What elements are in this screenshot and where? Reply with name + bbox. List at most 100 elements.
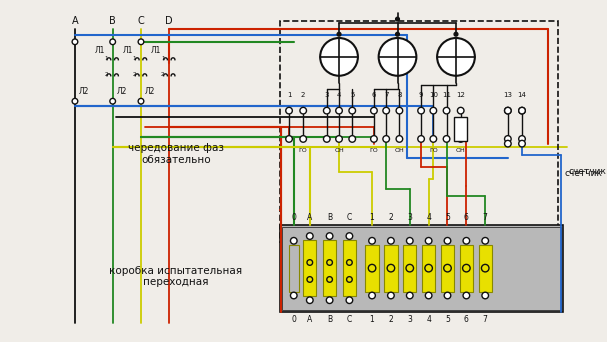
Circle shape [482, 237, 489, 244]
Circle shape [349, 107, 356, 114]
Circle shape [504, 140, 511, 147]
Circle shape [396, 32, 399, 36]
Text: Л1: Л1 [123, 46, 133, 55]
Bar [422, 245, 435, 292]
Circle shape [443, 136, 450, 142]
Circle shape [406, 264, 413, 272]
Bar [459, 245, 473, 292]
Circle shape [426, 237, 432, 244]
Text: 13: 13 [503, 92, 512, 97]
Text: 5: 5 [350, 92, 354, 97]
Circle shape [300, 136, 307, 142]
Text: чередование фаз: чередование фаз [128, 143, 224, 153]
Circle shape [504, 107, 511, 114]
Circle shape [504, 107, 511, 114]
Circle shape [138, 39, 144, 44]
Text: 11: 11 [442, 92, 451, 97]
Text: 2: 2 [161, 72, 164, 77]
Text: 4: 4 [426, 315, 431, 324]
Circle shape [444, 237, 451, 244]
Text: B: B [109, 16, 116, 26]
Circle shape [383, 136, 390, 142]
Text: C: C [347, 213, 352, 222]
Bar [323, 240, 336, 297]
Circle shape [482, 292, 489, 299]
Text: 4: 4 [337, 92, 341, 97]
Circle shape [407, 237, 413, 244]
Circle shape [437, 38, 475, 76]
Circle shape [347, 260, 352, 265]
Text: 1: 1 [161, 56, 164, 61]
Circle shape [286, 136, 293, 142]
Text: 7: 7 [384, 92, 388, 97]
Bar [365, 245, 379, 292]
Text: 7: 7 [483, 213, 487, 222]
Circle shape [368, 237, 375, 244]
Circle shape [463, 237, 470, 244]
Circle shape [320, 38, 358, 76]
Text: обязательно: обязательно [141, 155, 211, 165]
Text: 2: 2 [388, 213, 393, 222]
Circle shape [138, 98, 144, 104]
Text: A: A [307, 315, 313, 324]
Text: Л2: Л2 [79, 87, 89, 96]
Text: 1: 1 [104, 56, 108, 61]
Circle shape [430, 136, 436, 142]
Text: счетчик: счетчик [568, 168, 606, 176]
Text: Л2: Л2 [117, 87, 127, 96]
Bar [478, 245, 492, 292]
Circle shape [519, 140, 525, 147]
Text: переходная: переходная [143, 277, 209, 287]
Text: B: B [327, 315, 332, 324]
Circle shape [307, 260, 313, 265]
Circle shape [336, 136, 342, 142]
Circle shape [110, 39, 115, 44]
Text: 1: 1 [370, 315, 375, 324]
Circle shape [388, 237, 394, 244]
Text: 5: 5 [445, 315, 450, 324]
Circle shape [418, 136, 424, 142]
Text: 0: 0 [291, 315, 296, 324]
Circle shape [327, 233, 333, 239]
Text: B: B [327, 213, 332, 222]
Bar [280, 225, 563, 312]
Bar [303, 240, 316, 297]
Text: 0: 0 [291, 213, 296, 222]
Circle shape [519, 107, 525, 114]
Text: ГО: ГО [299, 148, 308, 153]
Text: 9: 9 [419, 92, 423, 97]
Text: 2: 2 [132, 72, 136, 77]
Bar [403, 245, 416, 292]
Bar [343, 240, 356, 297]
Text: 5: 5 [445, 213, 450, 222]
Text: 7: 7 [483, 315, 487, 324]
Circle shape [72, 98, 78, 104]
Text: 2: 2 [104, 72, 108, 77]
Text: 3: 3 [407, 213, 412, 222]
Circle shape [346, 297, 353, 303]
Text: Л1: Л1 [151, 46, 161, 55]
Text: 3: 3 [407, 315, 412, 324]
Text: D: D [166, 16, 173, 26]
Text: 2: 2 [301, 92, 305, 97]
Circle shape [454, 32, 458, 36]
Circle shape [444, 264, 451, 272]
Text: 1: 1 [287, 92, 291, 97]
Circle shape [463, 292, 470, 299]
Text: 6: 6 [371, 92, 376, 97]
Circle shape [418, 107, 424, 114]
Text: Л1: Л1 [94, 46, 104, 55]
Text: ОН: ОН [334, 148, 344, 153]
Bar [280, 21, 558, 243]
Circle shape [327, 297, 333, 303]
Circle shape [371, 136, 377, 142]
Circle shape [504, 136, 511, 142]
Text: 6: 6 [464, 315, 469, 324]
Circle shape [443, 107, 450, 114]
Text: ОН: ОН [395, 148, 404, 153]
Circle shape [347, 277, 352, 282]
Text: 12: 12 [456, 92, 465, 97]
Circle shape [396, 107, 402, 114]
Circle shape [396, 136, 402, 142]
Circle shape [307, 297, 313, 303]
